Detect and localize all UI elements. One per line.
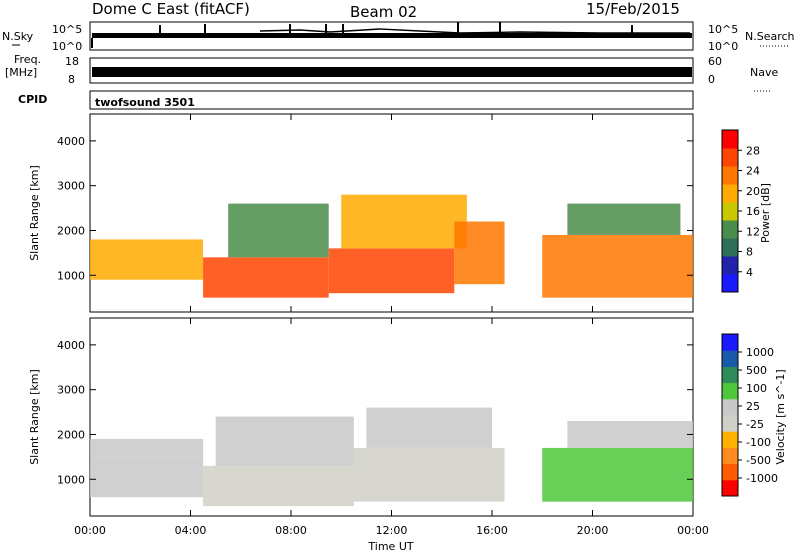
nsky-tick-top: 10^5 [52,23,82,36]
xtick-4: 16:00 [476,524,508,537]
cpid-strip: CPID twofsound 3501 [18,90,694,110]
nave-label: Nave [750,66,778,79]
radar-title: Dome C East (fitACF) [92,0,250,18]
velocity-colorbar-swatch-4 [722,415,738,432]
power-colorbar-tick-2: 20 [746,185,760,198]
freq-label-line2: [MHz] [5,66,37,79]
power-colorbar-swatch-2 [722,238,738,257]
cpid-label: CPID [18,93,47,106]
xtick-5: 20:00 [577,524,609,537]
power-panel: 1000 2000 3000 4000 Slant Range [km] 28 24 20… [28,113,772,313]
power-band-1 [203,257,329,298]
nsky-label: N.Sky [2,30,34,43]
power-band-6 [542,234,693,298]
xtick-0: 00:00 [74,524,106,537]
nsky-strip: N.Sky 10^5 10^0 10^5 10^0 N.Search [2,21,795,53]
velocity-band-1 [90,438,204,457]
power-band-3 [328,248,455,294]
freq-label-line1: Freq. [14,53,41,66]
velocity-colorbar-tick-5: -100 [746,436,771,449]
velocity-colorbar-tick-3: 25 [746,400,760,413]
power-colorbar-tick-0: 28 [746,144,760,157]
power-colorbar-tick-3: 16 [746,205,760,218]
velocity-colorbar-tick-7: -1000 [746,472,778,485]
cpid-value: twofsound 3501 [95,96,195,109]
velocity-band-2 [203,465,354,507]
power-colorbar-swatch-5 [722,184,738,203]
nave-tick-bottom: 0 [708,73,715,86]
velocity-colorbar-tick-6: -500 [746,454,771,467]
power-band-4 [341,194,467,249]
velocity-colorbar-label: Velocity [m s^-1] [774,369,787,464]
power-ylabel: Slant Range [km] [28,165,41,261]
velocity-band-7 [567,421,693,448]
velocity-band-4 [353,447,505,502]
velocity-band-6 [542,447,693,502]
velocity-colorbar-swatch-9 [722,334,738,351]
velocity-ytick-1000: 1000 [57,473,85,486]
power-colorbar-swatch-6 [722,166,738,185]
nsearch-tick-top: 10^5 [708,23,738,36]
xtick-1: 04:00 [175,524,207,537]
velocity-colorbar-swatch-5 [722,398,738,416]
nsky-tick-bottom: 10^0 [52,40,82,53]
power-colorbar-swatch-7 [722,148,738,167]
velocity-colorbar-swatch-1 [722,463,738,481]
velocity-band-0 [90,456,204,498]
power-colorbar-swatch-0 [722,274,738,293]
power-colorbar-swatch-4 [722,202,738,221]
power-colorbar-tick-1: 24 [746,165,760,178]
xtick-3: 12:00 [376,524,408,537]
velocity-ytick-4000: 4000 [57,339,85,352]
power-colorbar-tick-4: 12 [746,225,760,238]
velocity-colorbar-tick-0: 1000 [746,346,774,359]
velocity-colorbar-swatch-2 [722,447,738,465]
velocity-xlabel: Time UT [367,540,413,553]
velocity-colorbar-swatch-7 [722,366,738,384]
power-colorbar-swatch-3 [722,220,738,239]
power-colorbar-label: Power [dB] [759,183,772,243]
power-colorbar-tick-5: 8 [746,246,753,259]
nsearch-label: N.Search [745,30,795,43]
power-ytick-3000: 3000 [57,180,85,193]
velocity-colorbar-swatch-6 [722,382,738,400]
beam-title: Beam 02 [350,3,417,21]
velocity-ylabel: Slant Range [km] [28,369,41,465]
velocity-colorbar-swatch-0 [722,479,738,497]
velocity-band-5 [366,407,492,448]
power-band-7 [567,203,681,235]
velocity-ytick-2000: 2000 [57,428,85,441]
velocity-colorbar-swatch-8 [722,350,738,367]
velocity-colorbar-swatch-3 [722,431,738,448]
velocity-colorbar-tick-1: 500 [746,364,767,377]
power-band-0 [90,239,204,280]
freq-strip: Freq. [MHz] 18 8 60 0 Nave [5,53,778,92]
power-colorbar-tick-6: 4 [746,266,753,279]
velocity-colorbar: 1000 500 100 25 -25 -100 -500 -1000 [721,333,778,497]
xtick-2: 08:00 [275,524,307,537]
date-title: 15/Feb/2015 [586,0,680,18]
power-colorbar-swatch-8 [722,130,738,149]
power-ytick-1000: 1000 [57,269,85,282]
power-band-5 [454,221,505,285]
freq-tick-bottom: 8 [68,73,75,86]
velocity-panel: 1000 2000 3000 4000 Slant Range [km] 00:00 0… [28,317,787,553]
velocity-colorbar-tick-4: -25 [746,418,764,431]
power-ytick-2000: 2000 [57,224,85,237]
velocity-band-3 [215,416,354,466]
velocity-colorbar-tick-2: 100 [746,382,767,395]
power-band-2 [228,203,329,258]
nsearch-tick-bottom: 10^0 [708,40,738,53]
power-colorbar: 28 24 20 16 12 8 4 [721,129,760,293]
xtick-6: 00:00 [677,524,709,537]
freq-tick-top: 18 [65,55,79,68]
power-ytick-4000: 4000 [57,135,85,148]
nave-tick-top: 60 [708,55,722,68]
velocity-ytick-3000: 3000 [57,384,85,397]
power-colorbar-swatch-1 [722,256,738,275]
